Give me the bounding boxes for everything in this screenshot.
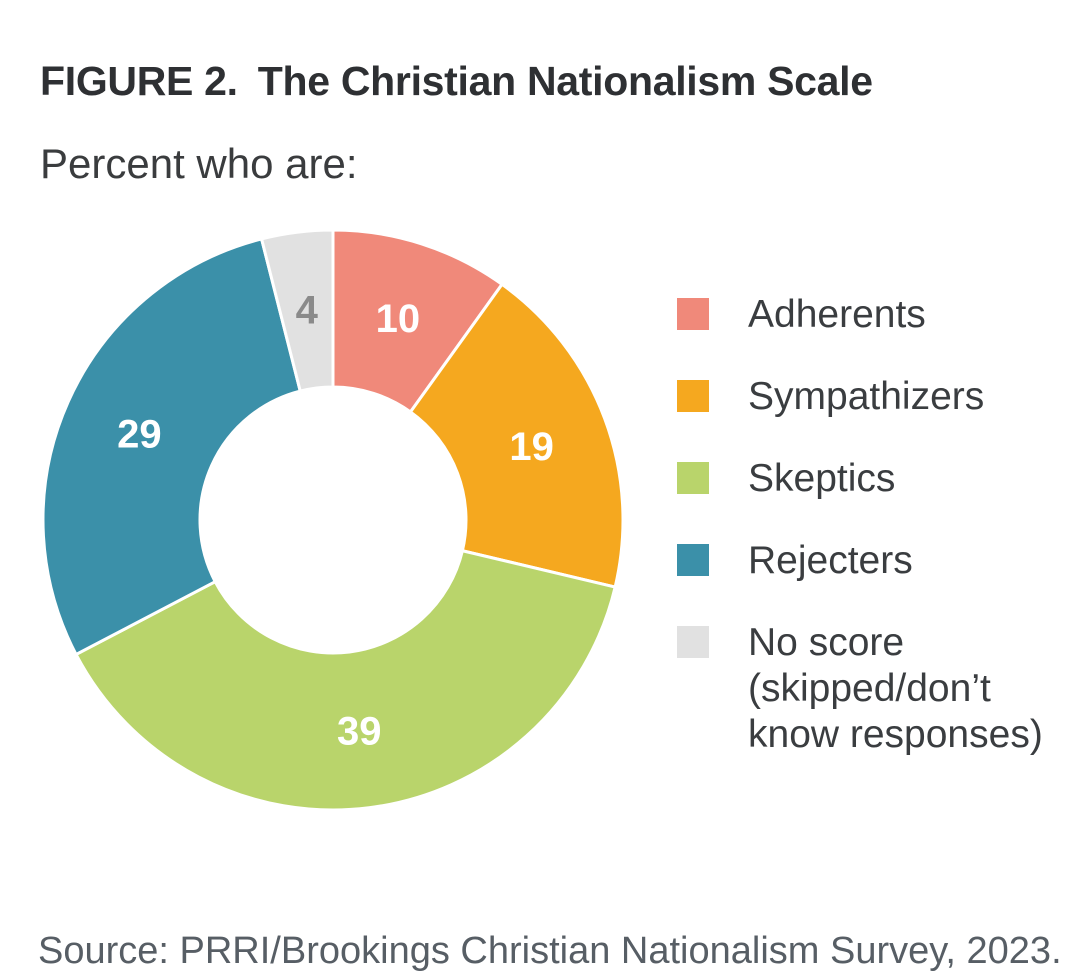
legend-item-adherents: Adherents — [677, 292, 1049, 338]
legend-label-no-score: No score (skipped/don’t know responses) — [748, 621, 1043, 756]
donut-slice-rejecters — [41, 237, 302, 656]
chart-legend: Adherents Sympathizers Skeptics Rejecters No… — [677, 292, 1049, 794]
legend-item-skeptics: Skeptics — [677, 456, 1049, 502]
legend-item-rejecters: Rejecters — [677, 538, 1049, 584]
slice-value-label-skeptics: 39 — [337, 709, 382, 753]
legend-label-adherents: Adherents — [748, 293, 926, 336]
figure-title-text: The Christian Nationalism Scale — [257, 58, 873, 105]
donut-slice-skeptics — [74, 549, 617, 812]
slice-value-label-sympathizers: 19 — [509, 425, 554, 469]
donut-slice-no-score — [260, 228, 335, 393]
slice-value-label-adherents: 10 — [376, 297, 421, 341]
slice-value-label-rejecters: 29 — [117, 413, 162, 457]
legend-swatch-no-score — [677, 626, 709, 658]
legend-label-skeptics: Skeptics — [748, 457, 896, 500]
legend-label-sympathizers: Sympathizers — [748, 375, 985, 418]
legend-swatch-rejecters — [677, 544, 709, 576]
legend-swatch-skeptics — [677, 462, 709, 494]
chart-subtitle: Percent who are: — [40, 140, 358, 187]
legend-swatch-adherents — [677, 298, 709, 330]
legend-item-sympathizers: Sympathizers — [677, 374, 1049, 420]
figure-label: FIGURE 2. — [40, 58, 238, 105]
figure-title: FIGURE 2. The Christian Nationalism Scale — [40, 58, 873, 105]
donut-slice-sympathizers — [409, 282, 625, 589]
donut-chart: 10 19 39 29 4 — [41, 228, 625, 812]
legend-label-rejecters: Rejecters — [748, 539, 913, 582]
slice-value-label-no-score: 4 — [296, 289, 319, 333]
legend-item-no-score: No score (skipped/don’t know responses) — [677, 620, 1049, 758]
legend-swatch-sympathizers — [677, 380, 709, 412]
source-note: Source: PRRI/Brookings Christian Nationa… — [38, 930, 1062, 972]
